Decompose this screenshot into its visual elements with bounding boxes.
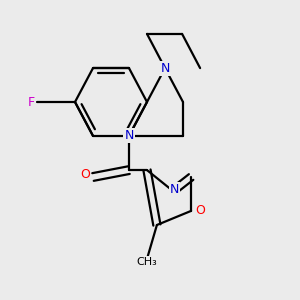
- Text: CH₃: CH₃: [136, 257, 158, 267]
- Text: N: N: [170, 183, 179, 196]
- Text: N: N: [124, 129, 134, 142]
- Text: O: O: [80, 167, 90, 181]
- Text: O: O: [196, 204, 206, 218]
- Text: N: N: [160, 61, 170, 75]
- Text: F: F: [27, 95, 34, 109]
